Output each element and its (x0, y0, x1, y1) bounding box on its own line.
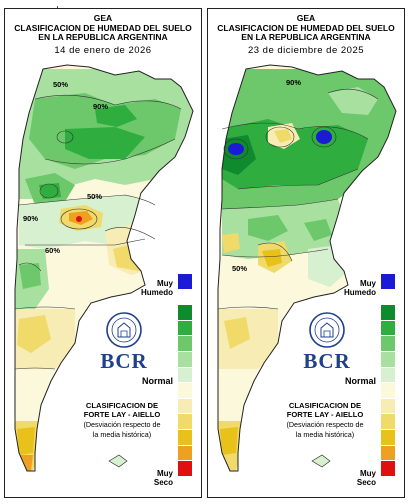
title-line-1: CLASIFICACION DE HUMEDAD DEL SUELO (14, 22, 192, 33)
malvinas-islands (108, 454, 128, 468)
legend-swatch (381, 320, 395, 337)
bcr-logo: BCR (95, 311, 153, 372)
legend-swatch (381, 398, 395, 415)
legend-swatch (381, 351, 395, 368)
legend-swatch (178, 429, 192, 446)
map-date: 14 de enero de 2026 (54, 44, 152, 56)
legend-swatch (178, 351, 192, 368)
panel-header: GEA CLASIFICACION DE HUMEDAD DEL SUELO E… (5, 13, 201, 56)
contour-label: 90% (93, 102, 108, 111)
legend-swatch (381, 414, 395, 430)
title-line-2: EN LA REPUBLICA ARGENTINA (241, 32, 371, 42)
argentina-soil-moisture-map: 50% 90% 50% 90% 60% (14, 64, 194, 472)
argentina-soil-moisture-map: 90% 50% (217, 64, 397, 472)
legend-swatch (178, 305, 192, 321)
contour-label: 90% (286, 78, 301, 87)
legend-swatch (178, 445, 192, 462)
legend-swatch (178, 461, 192, 477)
legend-swatch (178, 336, 192, 352)
legend-label-very-humid: Muy Humedo (141, 279, 173, 297)
legend-swatch (381, 336, 395, 352)
legend-swatch (178, 383, 192, 399)
legend-swatch (178, 398, 192, 415)
legend-swatch (178, 274, 192, 290)
legend-swatch (381, 305, 395, 321)
title-line-1: CLASIFICACION DE HUMEDAD DEL SUELO (217, 22, 395, 33)
panel-header: GEA CLASIFICACION DE HUMEDAD DEL SUELO E… (208, 13, 404, 56)
map-panel-january: 50% 90% 50% 90% 60% GEA CLASIFICACION DE… (4, 8, 202, 498)
map-date: 23 de diciembre de 2025 (247, 44, 365, 56)
legend-swatch (178, 414, 192, 430)
legend-label-very-dry: Muy Seco (356, 469, 376, 487)
moisture-color-scale (381, 274, 395, 477)
method-note: CLASIFICACION DE FORTE LAY - AIELLO (Des… (286, 401, 364, 439)
moisture-color-scale (178, 274, 192, 477)
legend-swatch (381, 367, 395, 384)
corner-tick-mark (57, 6, 58, 9)
contour-label: 50% (232, 264, 247, 273)
legend-swatch (381, 461, 395, 477)
legend-swatch (381, 383, 395, 399)
bcr-wordmark: BCR (303, 349, 351, 373)
legend-swatch (381, 445, 395, 462)
method-note: CLASIFICACION DE FORTE LAY - AIELLO (Des… (83, 401, 161, 439)
malvinas-islands (311, 454, 331, 468)
legend-swatch (381, 274, 395, 290)
legend-label-normal: Normal (141, 376, 173, 386)
bcr-seal-icon (309, 312, 345, 348)
org-name: GEA (93, 13, 113, 23)
legend-swatch (381, 289, 395, 306)
legend-swatch (178, 289, 192, 306)
legend-label-very-humid: Muy Humedo (344, 279, 376, 297)
org-name: GEA (296, 13, 316, 23)
bcr-wordmark: BCR (100, 349, 148, 373)
bcr-seal-icon (106, 312, 142, 348)
legend-label-very-dry: Muy Seco (153, 469, 173, 487)
legend-swatch (178, 320, 192, 337)
contour-label: 60% (45, 246, 60, 255)
contour-label: 90% (23, 214, 38, 223)
legend-label-normal: Normal (344, 376, 376, 386)
bcr-logo: BCR (298, 311, 356, 372)
contour-label: 50% (53, 80, 68, 89)
legend-swatch (381, 429, 395, 446)
legend-swatch (178, 367, 192, 384)
contour-label: 50% (87, 192, 102, 201)
title-line-2: EN LA REPUBLICA ARGENTINA (38, 32, 168, 42)
map-panel-december: 90% 50% GEA CLASIFICACION DE HUMEDAD DEL… (207, 8, 405, 498)
